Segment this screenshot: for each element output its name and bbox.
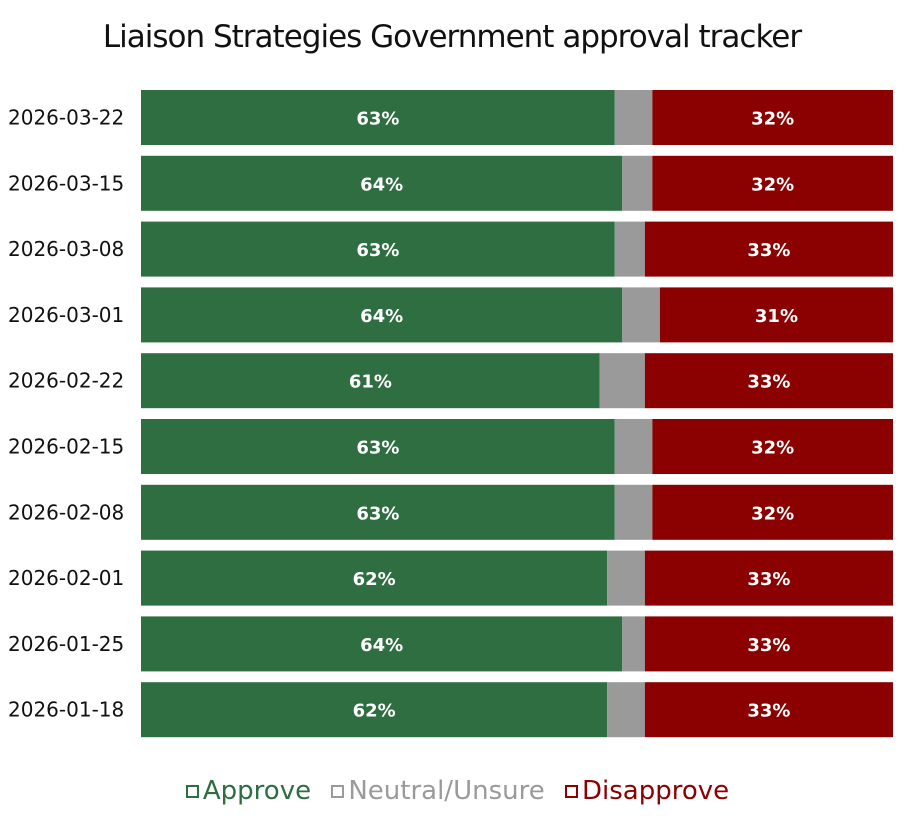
legend: Approve Neutral/Unsure Disapprove xyxy=(0,776,915,806)
value-label-disapprove: 32% xyxy=(751,174,794,195)
value-label-disapprove: 32% xyxy=(751,109,794,130)
bar-approve xyxy=(141,550,608,606)
category-label: 2026-02-15 xyxy=(8,435,124,459)
value-label-disapprove: 33% xyxy=(747,701,790,722)
bar-neutral-unsure xyxy=(622,287,660,343)
legend-item-neutral: Neutral/Unsure xyxy=(331,776,545,806)
value-label-approve: 64% xyxy=(360,635,403,656)
bar-neutral-unsure xyxy=(614,221,645,277)
value-label-disapprove: 33% xyxy=(747,240,790,261)
category-label: 2026-01-25 xyxy=(8,632,124,656)
legend-item-approve: Approve xyxy=(185,776,312,806)
bar-neutral-unsure xyxy=(599,353,645,409)
bar-approve xyxy=(141,353,600,409)
legend-item-disapprove: Disapprove xyxy=(564,776,730,806)
value-label-approve: 62% xyxy=(353,569,396,590)
category-label: 2026-02-01 xyxy=(8,566,124,590)
value-label-disapprove: 33% xyxy=(747,635,790,656)
bar-disapprove xyxy=(644,616,893,672)
bar-neutral-unsure xyxy=(622,616,645,672)
value-label-disapprove: 33% xyxy=(747,372,790,393)
bar-neutral-unsure xyxy=(614,419,653,474)
bar-disapprove xyxy=(659,287,893,343)
bar-approve xyxy=(141,221,615,277)
value-label-approve: 62% xyxy=(353,701,396,722)
bar-neutral-unsure xyxy=(614,484,653,540)
value-label-disapprove: 33% xyxy=(747,569,790,590)
bar-approve xyxy=(141,287,623,343)
category-label: 2026-02-08 xyxy=(8,500,124,524)
bar-approve xyxy=(141,616,623,672)
chart-title: Liaison Strategies Government approval t… xyxy=(103,19,803,55)
category-label: 2026-03-08 xyxy=(8,237,124,261)
bar-neutral-unsure xyxy=(614,90,653,145)
bar-disapprove xyxy=(644,550,893,606)
value-label-approve: 64% xyxy=(360,306,403,327)
bar-disapprove xyxy=(644,682,893,738)
legend-swatch-neutral xyxy=(331,785,345,798)
legend-swatch-disapprove xyxy=(564,785,578,798)
value-label-approve: 63% xyxy=(356,240,399,261)
bar-disapprove xyxy=(652,484,893,540)
value-label-disapprove: 31% xyxy=(755,306,798,327)
value-label-approve: 63% xyxy=(356,109,399,130)
bar-approve xyxy=(141,484,615,540)
bar-approve xyxy=(141,419,615,474)
value-label-approve: 61% xyxy=(349,372,392,393)
bar-neutral-unsure xyxy=(607,682,645,738)
bar-neutral-unsure xyxy=(607,550,645,606)
bar-disapprove xyxy=(644,221,893,277)
value-label-approve: 63% xyxy=(356,503,399,524)
bar-approve xyxy=(141,155,623,211)
category-label: 2026-02-22 xyxy=(8,369,124,393)
legend-label-approve: Approve xyxy=(202,776,312,806)
bar-disapprove xyxy=(652,155,893,211)
value-label-approve: 64% xyxy=(360,174,403,195)
legend-swatch-approve xyxy=(185,785,199,798)
value-label-approve: 63% xyxy=(356,438,399,459)
bar-approve xyxy=(141,90,615,145)
bar-disapprove xyxy=(644,353,893,409)
value-label-disapprove: 32% xyxy=(751,503,794,524)
bar-disapprove xyxy=(652,90,893,145)
category-label: 2026-03-22 xyxy=(8,106,124,130)
bars-group: 2026-03-22 63% 32% 2026-03-15 64% 32% 2026-03-… xyxy=(8,90,893,738)
value-label-disapprove: 32% xyxy=(751,438,794,459)
legend-label-disapprove: Disapprove xyxy=(581,776,730,806)
bar-approve xyxy=(141,682,608,738)
bar-disapprove xyxy=(652,419,893,474)
category-label: 2026-03-01 xyxy=(8,303,124,327)
category-label: 2026-03-15 xyxy=(8,171,124,195)
legend-label-neutral: Neutral/Unsure xyxy=(348,776,545,806)
bar-neutral-unsure xyxy=(622,155,653,211)
category-label: 2026-01-18 xyxy=(8,698,124,722)
